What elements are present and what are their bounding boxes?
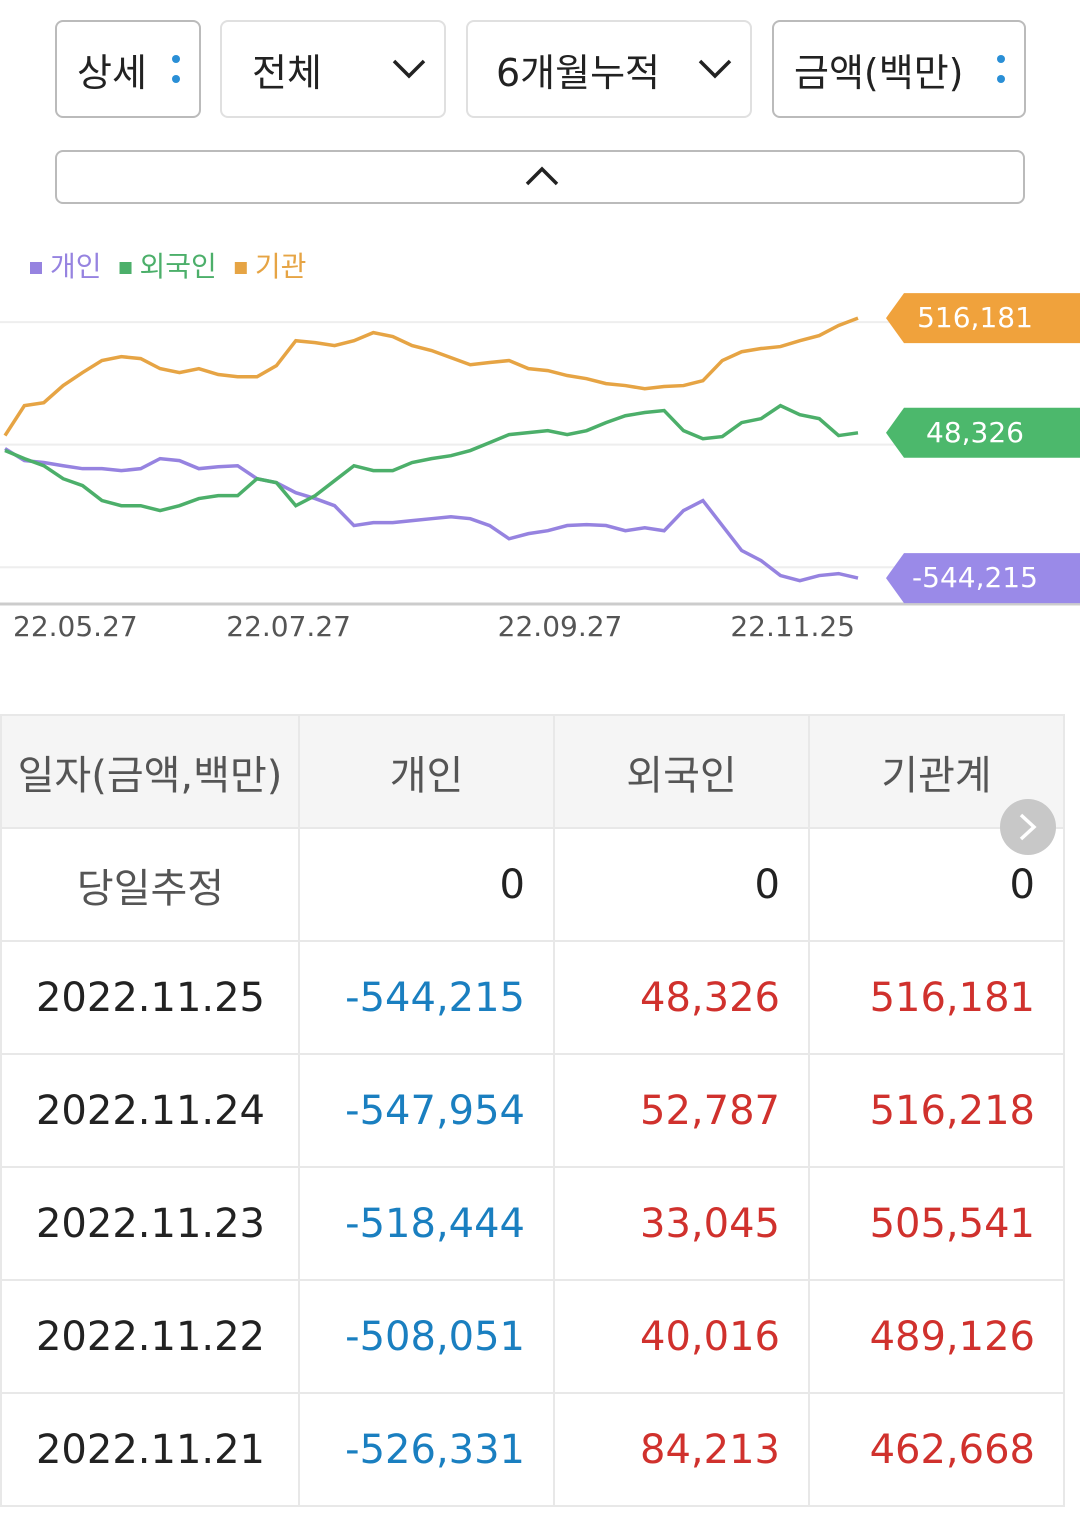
x-tick-label: 22.09.27 xyxy=(498,610,623,643)
legend-label: 기관 xyxy=(255,250,307,283)
date-cell: 2022.11.22 xyxy=(0,1279,300,1394)
value-cell: 48,326 xyxy=(553,940,810,1055)
unit-select[interactable]: 금액(백만) xyxy=(772,20,1026,118)
series-line xyxy=(4,447,859,583)
value-cell: 505,541 xyxy=(808,1166,1065,1281)
series-line xyxy=(3,316,859,437)
data-row: 당일추정 0 0 0 xyxy=(0,827,1065,942)
chart: 22.05.27 22.07.27 22.09.27 22.11.25 개인 외국인 기관 -… xyxy=(0,250,1080,643)
value-cell: 489,126 xyxy=(808,1279,1065,1394)
date-cell: 2022.11.21 xyxy=(0,1392,300,1507)
legend-swatch xyxy=(234,262,247,274)
data-row: 2022.11.21 -526,331 84,213 462,668 xyxy=(0,1392,1065,1507)
value-cell: 52,787 xyxy=(553,1053,810,1168)
series-line xyxy=(4,403,859,513)
value-cell: -518,444 xyxy=(298,1166,555,1281)
end-value-badge xyxy=(886,553,1080,604)
header-cell: 일자(금액,백만) xyxy=(0,714,300,829)
value-cell: -544,215 xyxy=(298,940,555,1055)
date-cell: 2022.11.24 xyxy=(0,1053,300,1168)
date-cell: 2022.11.23 xyxy=(0,1166,300,1281)
chevron xyxy=(392,22,426,116)
value-cell: -547,954 xyxy=(298,1053,555,1168)
value-cell: 40,016 xyxy=(553,1279,810,1394)
data-row: 2022.11.24 -547,954 52,787 516,218 xyxy=(0,1053,1065,1168)
label: 상세 xyxy=(77,50,147,95)
x-tick-label: 22.11.25 xyxy=(730,610,855,643)
value-cell: 516,181 xyxy=(808,940,1065,1055)
end-value-label: 48,326 xyxy=(926,416,1024,449)
value-cell: 33,045 xyxy=(553,1166,810,1281)
chevron xyxy=(698,22,732,116)
menu-icon xyxy=(171,22,181,116)
date-cell: 당일추정 xyxy=(0,827,300,942)
legend-swatch xyxy=(119,262,132,274)
scope-select[interactable]: 전체 xyxy=(220,20,446,118)
date-cell: 2022.11.25 xyxy=(0,940,300,1055)
collapse-button[interactable] xyxy=(55,150,1025,204)
value-cell: 516,218 xyxy=(808,1053,1065,1168)
header-cell: 외국인 xyxy=(553,714,810,829)
scroll-right-button[interactable] xyxy=(1000,799,1056,855)
data-row: 2022.11.25 -544,215 48,326 516,181 xyxy=(0,940,1065,1055)
x-tick-label: 22.07.27 xyxy=(226,610,351,643)
value-cell: -508,051 xyxy=(298,1279,555,1394)
legend-label: 외국인 xyxy=(140,250,217,283)
menu-icon xyxy=(996,22,1006,116)
label: 전체 xyxy=(252,50,322,95)
value-cell: 0 xyxy=(298,827,555,942)
period-select[interactable]: 6개월누적 xyxy=(466,20,752,118)
data-table: 일자(금액,백만) 개인 외국인 기관계 당일추정 0 0 0 2022.11.25 -544,2… xyxy=(0,714,1065,1507)
end-value-badge xyxy=(886,293,1080,344)
value-cell: 84,213 xyxy=(553,1392,810,1507)
legend-label: 개인 xyxy=(50,250,102,283)
label: 6개월누적 xyxy=(496,50,661,95)
header-cell: 개인 xyxy=(298,714,555,829)
data-row: 2022.11.23 -518,444 33,045 505,541 xyxy=(0,1166,1065,1281)
end-value-label: -544,215 xyxy=(912,561,1038,594)
end-value-label: 516,181 xyxy=(917,301,1033,334)
data-row: 2022.11.22 -508,051 40,016 489,126 xyxy=(0,1279,1065,1394)
detail-select[interactable]: 상세 xyxy=(55,20,201,118)
legend-swatch xyxy=(30,262,42,274)
end-value-badge xyxy=(886,407,1080,458)
x-tick-label: 22.05.27 xyxy=(13,610,138,643)
value-cell: 462,668 xyxy=(808,1392,1065,1507)
label: 금액(백만) xyxy=(794,50,964,95)
header-row: 일자(금액,백만) 개인 외국인 기관계 xyxy=(0,714,1065,829)
value-cell: -526,331 xyxy=(298,1392,555,1507)
value-cell: 0 xyxy=(553,827,810,942)
